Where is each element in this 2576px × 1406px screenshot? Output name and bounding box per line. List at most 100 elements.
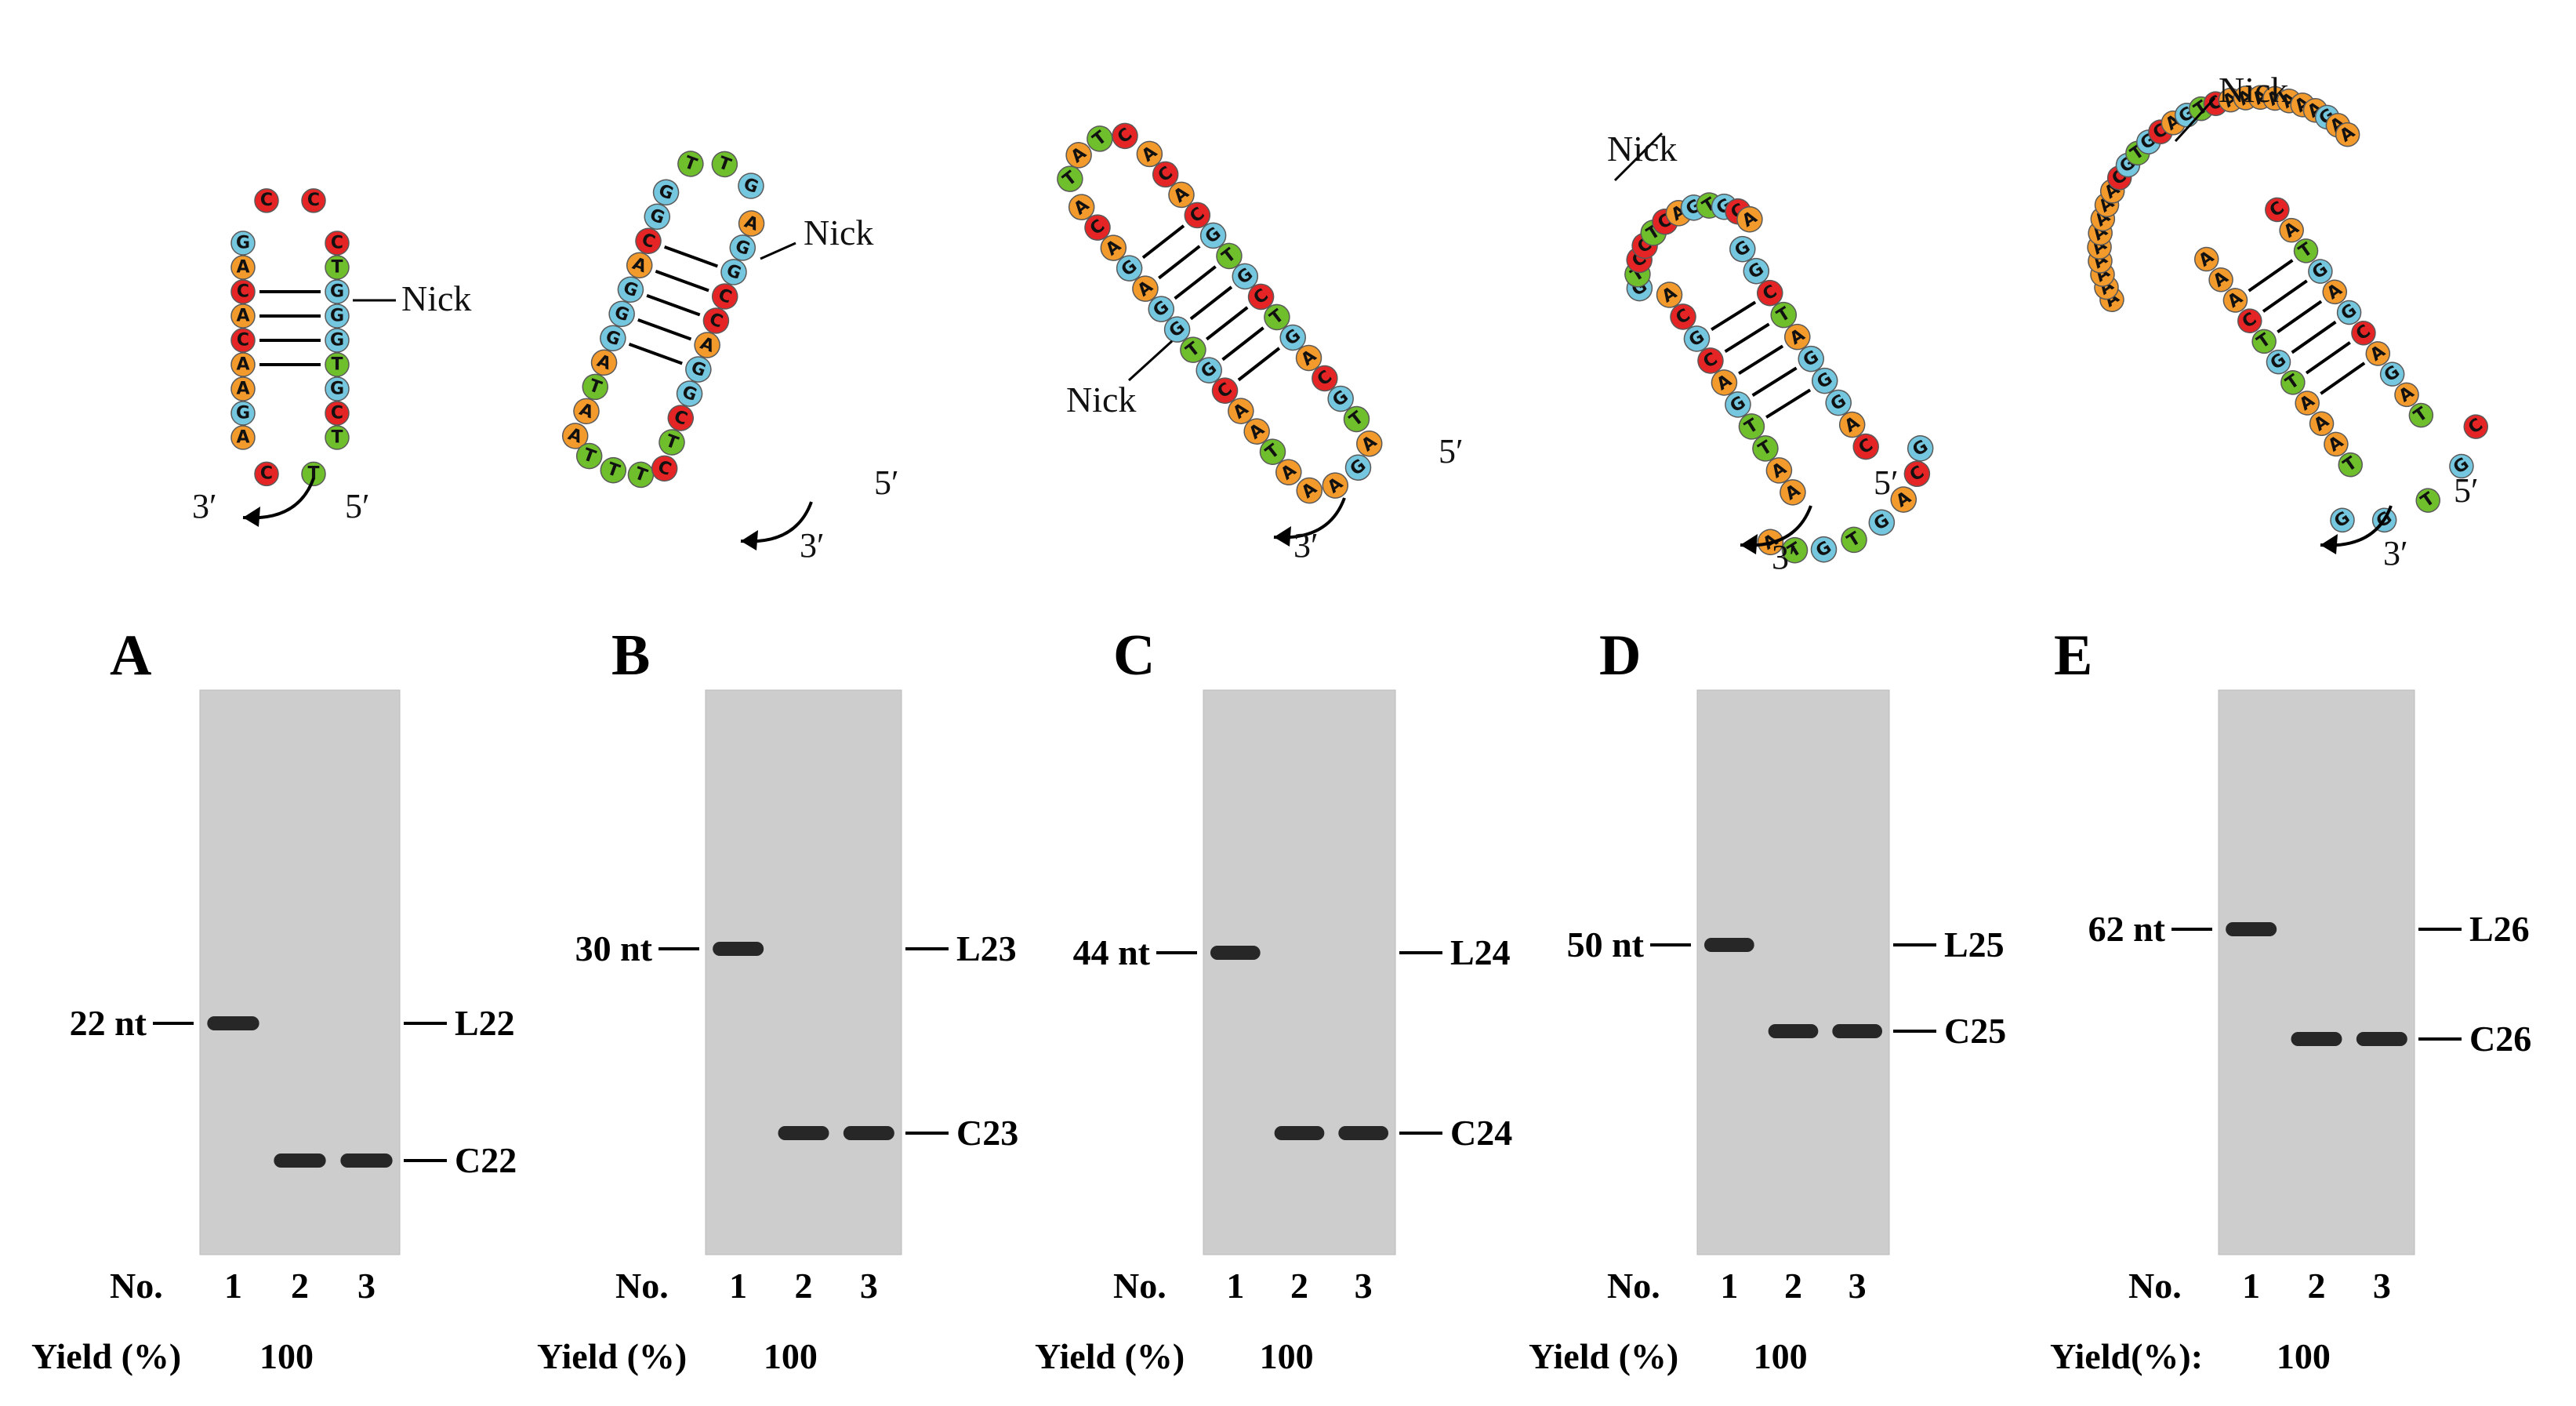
five-prime-label: 5′ <box>2454 471 2479 510</box>
five-prime-label: 5′ <box>1874 463 1899 502</box>
nucleotide: A <box>1783 323 1811 351</box>
circular-product-label: C25 <box>1944 1011 2006 1051</box>
svg-text:A: A <box>236 354 249 374</box>
yield-value: 100 <box>764 1336 818 1376</box>
nucleotide: C <box>1152 161 1179 188</box>
base-pair-bond <box>1141 224 1185 260</box>
nucleotide: T <box>659 429 685 456</box>
nucleotide: G <box>1811 367 1838 394</box>
nucleotide: A <box>590 349 618 376</box>
nucleotide: T <box>2251 329 2277 354</box>
svg-text:C: C <box>706 310 725 332</box>
svg-text:T: T <box>307 464 319 484</box>
lane-number: 3 <box>860 1266 878 1306</box>
nick-pointer <box>760 242 796 260</box>
lane-number: 3 <box>2373 1266 2391 1306</box>
nucleotide: G <box>2308 259 2333 284</box>
nucleotide: G <box>1729 235 1756 263</box>
nucleotide: T <box>1216 242 1243 270</box>
nucleotide: G <box>1907 435 1934 462</box>
three-prime-label: 3′ <box>800 526 825 565</box>
nucleotide: T <box>1770 301 1798 329</box>
size-marker-label: 30 nt <box>575 928 653 968</box>
arrow-head <box>243 507 260 527</box>
nucleotide: T <box>711 151 738 178</box>
yield-label: Yield (%) <box>537 1336 687 1376</box>
gel-image <box>2218 689 2415 1255</box>
nucleotide: G <box>230 231 256 256</box>
yield-value: 100 <box>259 1336 314 1376</box>
nucleotide: A <box>2335 122 2360 147</box>
nucleotide: A <box>2322 279 2347 305</box>
base-pair-bond <box>2262 279 2308 313</box>
svg-text:C: C <box>671 407 690 430</box>
nucleotide: G <box>1344 454 1372 481</box>
nucleotide: A <box>1068 194 1095 220</box>
svg-text:T: T <box>331 427 343 447</box>
nick-label: Nick <box>401 278 471 318</box>
nucleotide: T <box>2338 452 2364 478</box>
nucleotide: G <box>2330 507 2355 533</box>
gel-band <box>1768 1024 1819 1038</box>
nucleotide: G <box>2336 300 2362 325</box>
nucleotide: A <box>1136 140 1163 168</box>
nucleotide: T <box>677 151 704 177</box>
arrow-head <box>1274 526 1291 547</box>
nucleotide: G <box>738 173 764 199</box>
nucleotide: G <box>676 380 703 407</box>
base-pair-bond <box>1711 300 1757 331</box>
nucleotide: A <box>1890 486 1917 513</box>
nucleotide: A <box>230 376 256 401</box>
lane-header: No. <box>615 1266 669 1306</box>
nucleotide: C <box>1184 202 1211 229</box>
nucleotide: A <box>1243 418 1270 445</box>
nick-label: Nick <box>2219 70 2288 110</box>
nucleotide: T <box>325 352 350 377</box>
nucleotide: G <box>1810 536 1838 563</box>
gel-band <box>1338 1126 1389 1140</box>
svg-text:C: C <box>716 285 735 308</box>
nucleotide: C <box>2265 197 2290 223</box>
nucleotide: G <box>1825 389 1852 416</box>
nucleotide: G <box>1279 324 1306 351</box>
yield-value: 100 <box>2277 1336 2331 1376</box>
base-pair-bond <box>1751 366 1798 397</box>
nucleotide: C <box>1670 303 1696 330</box>
nucleotide: T <box>582 373 609 401</box>
svg-text:C: C <box>655 457 674 480</box>
circular-product-label: C22 <box>455 1140 517 1180</box>
svg-text:C: C <box>331 403 343 423</box>
nick-pointer <box>1127 340 1174 382</box>
nucleotide: T <box>301 461 326 487</box>
yield-label: Yield (%) <box>31 1336 181 1376</box>
nucleotide: T <box>1057 165 1083 192</box>
nucleotide: A <box>1296 477 1322 504</box>
base-pair-bond <box>1738 344 1784 375</box>
nucleotide: G <box>325 328 350 353</box>
lane-number: 2 <box>795 1266 813 1306</box>
panel-e: AAACTGTAAATCATGAGCAGATAAAAAAAAACGTGCAGTC… <box>2050 70 2531 1376</box>
lane-number: 3 <box>1849 1266 1867 1306</box>
panel-letter: B <box>611 623 650 688</box>
lane-number: 1 <box>2242 1266 2260 1306</box>
base-pair-bond <box>2320 361 2366 395</box>
nucleotide: C <box>1697 347 1724 374</box>
panel-letter: D <box>1599 623 1641 688</box>
base-pair-bond <box>628 342 683 365</box>
svg-text:G: G <box>330 306 344 325</box>
nucleotide: G <box>1199 222 1227 249</box>
gel-band <box>274 1154 326 1168</box>
nucleotide: C <box>2463 414 2489 439</box>
svg-text:C: C <box>260 464 273 484</box>
nucleotide: G <box>1743 257 1770 285</box>
arrow-head <box>1740 534 1758 554</box>
arrow-head <box>741 530 758 550</box>
nucleotide: G <box>1116 255 1143 282</box>
gel-image <box>199 689 401 1255</box>
nucleotide: A <box>738 210 765 237</box>
nucleotide: T <box>627 461 655 489</box>
nucleotide: T <box>575 442 603 470</box>
nucleotide: C <box>1211 377 1239 404</box>
nucleotide: G <box>2266 349 2291 375</box>
